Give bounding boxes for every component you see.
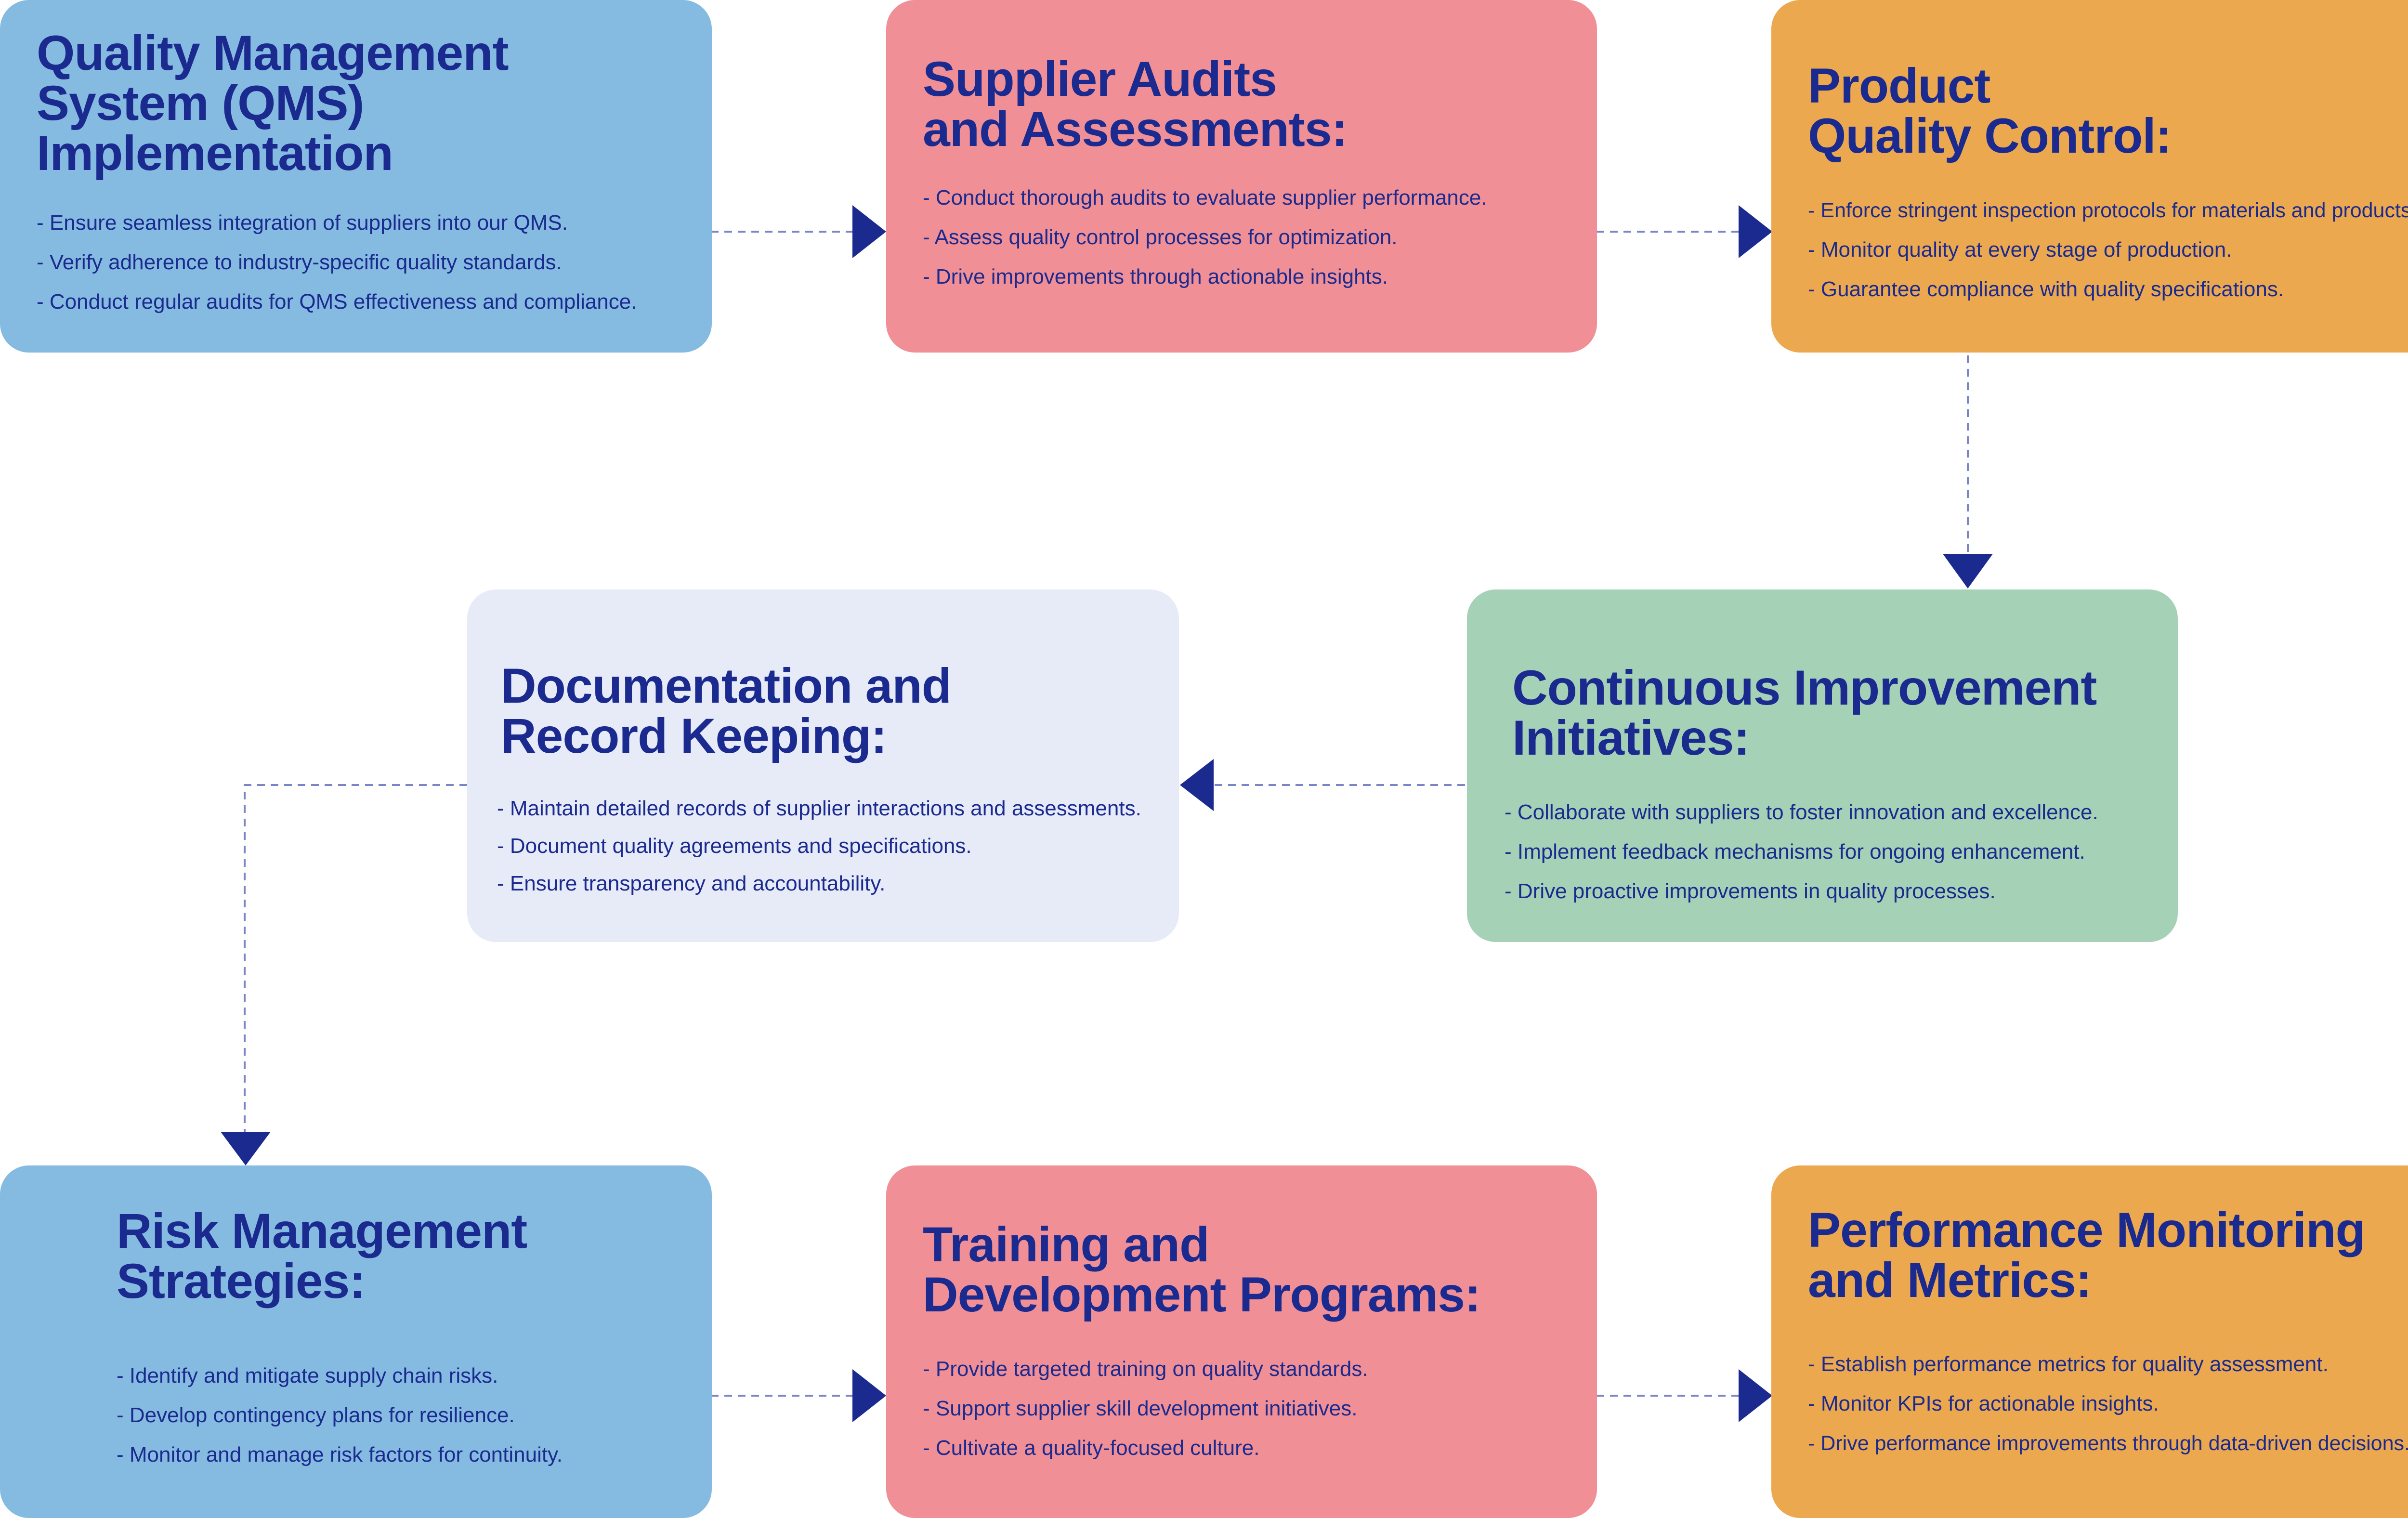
card-risk-management: Risk Management Strategies: Identify and… <box>0 1165 712 1518</box>
bullet-item: Monitor KPIs for actionable insights. <box>1808 1384 2408 1424</box>
card-performance-monitoring: Performance Monitoring and Metrics: Esta… <box>1771 1165 2408 1518</box>
bullet-item: Enforce stringent inspection protocols f… <box>1808 191 2408 230</box>
bullet-list: Enforce stringent inspection protocols f… <box>1808 191 2408 309</box>
card-title: Continuous Improvement Initiatives: <box>1512 660 2097 765</box>
arrowhead-right-icon <box>852 1369 886 1422</box>
bullet-item: Verify adherence to industry-specific qu… <box>37 243 712 282</box>
arrowhead-down-icon <box>1943 554 1993 589</box>
bullet-item: Drive improvements through actionable in… <box>923 257 1597 297</box>
bullet-item: Maintain detailed records of supplier in… <box>497 790 1179 827</box>
bullet-list: Ensure seamless integration of suppliers… <box>37 203 712 322</box>
bullet-list: Identify and mitigate supply chain risks… <box>117 1356 712 1475</box>
card-product-quality-control: Product Quality Control: Enforce stringe… <box>1771 0 2408 353</box>
arrowhead-right-icon <box>1739 1369 1772 1422</box>
card-title: Documentation and Record Keeping: <box>501 658 952 763</box>
bullet-item: Drive proactive improvements in quality … <box>1505 872 2178 911</box>
bullet-item: Monitor and manage risk factors for cont… <box>117 1435 712 1475</box>
bullet-item: Support supplier skill development initi… <box>923 1389 1597 1428</box>
bullet-item: Implement feedback mechanisms for ongoin… <box>1505 832 2178 872</box>
card-title: Product Quality Control: <box>1808 58 2172 163</box>
arrowhead-down-icon <box>221 1132 271 1165</box>
bullet-item: Ensure seamless integration of suppliers… <box>37 203 712 243</box>
connector-line-documentation-to-risk <box>244 784 467 1132</box>
bullet-list: Maintain detailed records of supplier in… <box>497 790 1179 903</box>
card-supplier-audits: Supplier Audits and Assessments: Conduct… <box>886 0 1597 353</box>
arrowhead-right-icon <box>852 205 886 258</box>
bullet-item: Cultivate a quality-focused culture. <box>923 1428 1597 1468</box>
bullet-item: Monitor quality at every stage of produc… <box>1808 230 2408 270</box>
bullet-list: Establish performance metrics for qualit… <box>1808 1345 2408 1463</box>
card-title: Training and Development Programs: <box>923 1217 1481 1322</box>
bullet-item: Conduct thorough audits to evaluate supp… <box>923 178 1597 218</box>
bullet-item: Document quality agreements and specific… <box>497 827 1179 865</box>
bullet-item: Provide targeted training on quality sta… <box>923 1349 1597 1389</box>
bullet-item: Develop contingency plans for resilience… <box>117 1396 712 1435</box>
bullet-item: Establish performance metrics for qualit… <box>1808 1345 2408 1384</box>
bullet-item: Drive performance improvements through d… <box>1808 1424 2408 1463</box>
card-title: Supplier Audits and Assessments: <box>923 52 1348 157</box>
arrowhead-left-icon <box>1180 759 1214 811</box>
bullet-item: Identify and mitigate supply chain risks… <box>117 1356 712 1396</box>
card-qms-implementation: Quality Management System (QMS) Implemen… <box>0 0 712 353</box>
card-title: Quality Management System (QMS) Implemen… <box>37 26 509 181</box>
bullet-item: Collaborate with suppliers to foster inn… <box>1505 793 2178 832</box>
card-documentation-record-keeping: Documentation and Record Keeping: Mainta… <box>467 589 1179 942</box>
card-continuous-improvement: Continuous Improvement Initiatives: Coll… <box>1467 589 2178 942</box>
arrowhead-right-icon <box>1739 205 1772 258</box>
bullet-item: Conduct regular audits for QMS effective… <box>37 282 712 322</box>
card-training-development: Training and Development Programs: Provi… <box>886 1165 1597 1518</box>
bullet-list: Collaborate with suppliers to foster inn… <box>1505 793 2178 911</box>
bullet-item: Ensure transparency and accountability. <box>497 865 1179 903</box>
card-title: Risk Management Strategies: <box>117 1204 527 1309</box>
bullet-item: Assess quality control processes for opt… <box>923 218 1597 257</box>
bullet-list: Conduct thorough audits to evaluate supp… <box>923 178 1597 297</box>
bullet-item: Guarantee compliance with quality specif… <box>1808 270 2408 309</box>
bullet-list: Provide targeted training on quality sta… <box>923 1349 1597 1468</box>
card-title: Performance Monitoring and Metrics: <box>1808 1203 2366 1308</box>
